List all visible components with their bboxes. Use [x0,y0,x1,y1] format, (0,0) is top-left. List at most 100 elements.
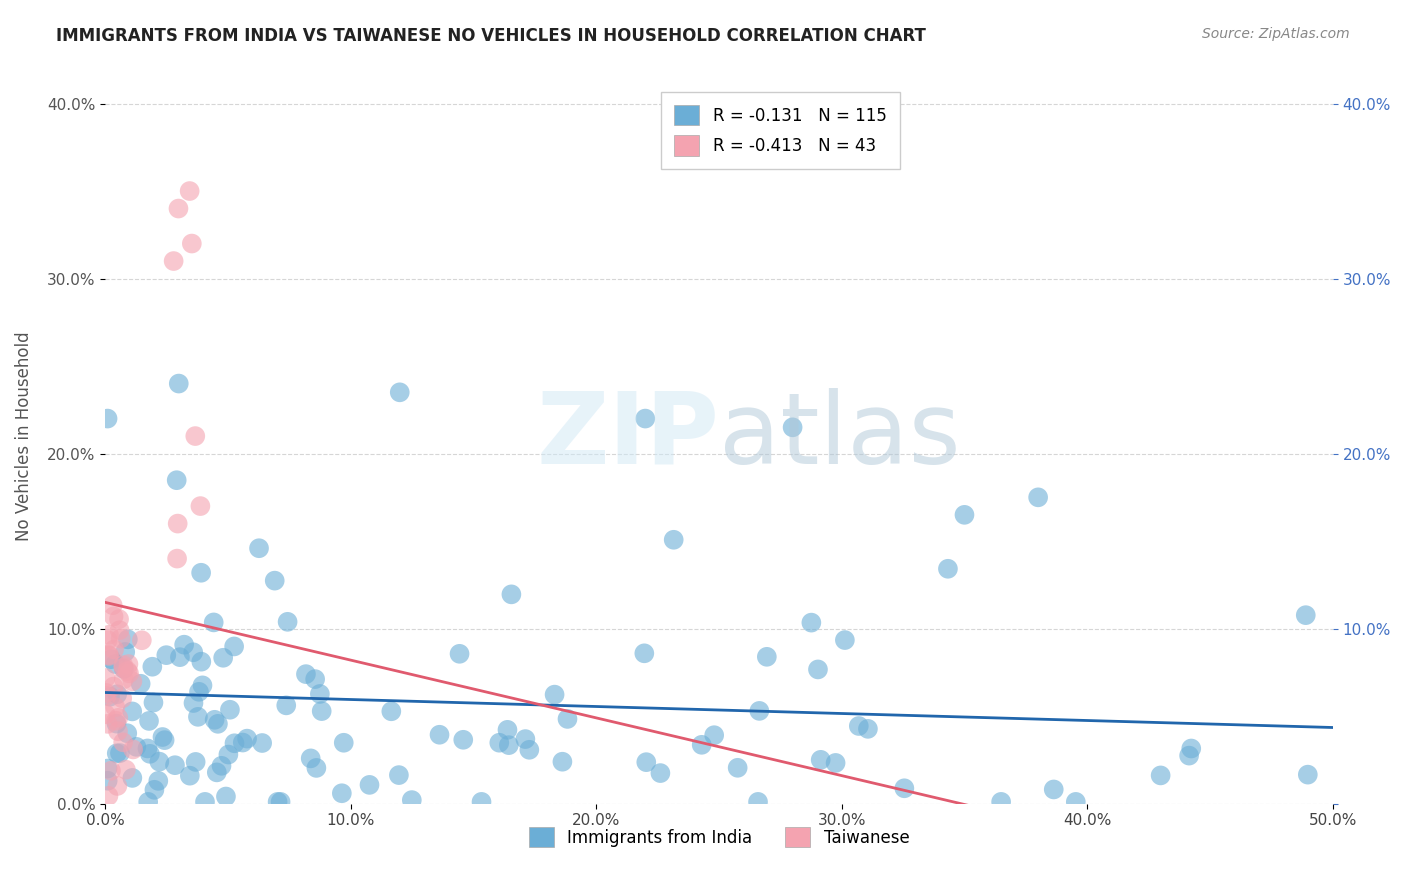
Point [103,609,125,624]
Point [108,623,131,637]
Point [131,633,153,648]
Point [488,736,510,750]
Point [277,615,299,629]
Point [551,755,574,769]
Point [118,666,141,681]
Point [104,657,127,671]
Point [112,661,135,675]
Point [184,429,207,443]
Point [162,254,184,268]
Point [212,650,235,665]
Point [517,743,540,757]
Point [990,795,1012,809]
Point [515,732,537,747]
Point [810,753,832,767]
Point [96,716,118,731]
Point [104,700,127,714]
Point [98,690,121,704]
Y-axis label: No Vehicles in Household: No Vehicles in Household [15,331,32,541]
Point [1296,767,1319,781]
Point [163,758,186,772]
Point [129,677,152,691]
Point [247,541,270,556]
Point [332,736,354,750]
Point [636,755,658,769]
Point [183,696,205,710]
Point [167,376,190,391]
Point [97,789,120,803]
Point [143,782,166,797]
Point [139,747,162,761]
Point [97,762,120,776]
Point [125,739,148,754]
Point [204,713,226,727]
Point [748,704,770,718]
Point [122,742,145,756]
Point [166,473,188,487]
Point [105,716,128,731]
Point [330,786,353,800]
Point [727,761,749,775]
Text: IMMIGRANTS FROM INDIA VS TAIWANESE NO VEHICLES IN HOUSEHOLD CORRELATION CHART: IMMIGRANTS FROM INDIA VS TAIWANESE NO VE… [56,27,927,45]
Point [305,761,328,775]
Point [166,516,188,531]
Point [388,768,411,782]
Point [359,778,381,792]
Point [224,640,246,654]
Point [219,703,242,717]
Point [1026,491,1049,505]
Point [97,648,120,663]
Point [96,689,118,703]
Point [97,633,120,648]
Point [121,705,143,719]
Point [266,795,288,809]
Point [263,574,285,588]
Point [250,736,273,750]
Point [190,499,212,513]
Point [115,763,138,777]
Point [202,615,225,630]
Point [451,732,474,747]
Point [449,647,471,661]
Point [295,667,318,681]
Point [94,686,117,700]
Point [101,599,124,613]
Point [105,687,128,701]
Point [690,738,713,752]
Point [117,632,139,647]
Point [634,411,657,425]
Point [755,649,778,664]
Point [153,733,176,747]
Point [112,658,135,673]
Point [309,687,332,701]
Point [121,674,143,689]
Point [190,566,212,580]
Point [953,508,976,522]
Point [152,730,174,744]
Point [401,793,423,807]
Point [501,587,523,601]
Point [747,795,769,809]
Point [148,773,170,788]
Point [232,735,254,749]
Point [893,781,915,796]
Point [557,712,579,726]
Point [1295,608,1317,623]
Point [117,726,139,740]
Point [112,662,135,676]
Point [148,755,170,769]
Point [188,685,211,699]
Point [138,714,160,728]
Point [108,746,131,760]
Point [856,722,879,736]
Point [311,704,333,718]
Point [191,678,214,692]
Point [180,236,202,251]
Point [105,714,128,728]
Point [94,707,117,722]
Point [1178,748,1201,763]
Point [211,759,233,773]
Point [97,773,120,788]
Point [173,638,195,652]
Point [429,728,451,742]
